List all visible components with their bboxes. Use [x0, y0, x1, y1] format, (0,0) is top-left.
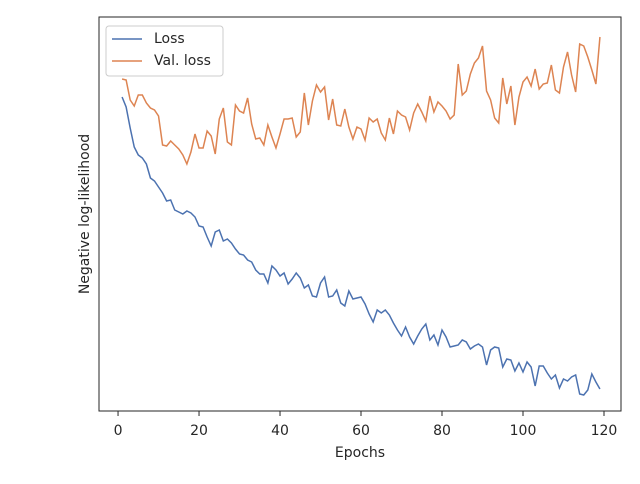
x-tick-label: 80 — [433, 423, 451, 439]
x-tick-label: 60 — [352, 423, 370, 439]
legend-label: Loss — [154, 31, 185, 47]
series-line — [121, 36, 601, 167]
x-tick-label: 100 — [510, 423, 537, 439]
legend-label: Val. loss — [154, 53, 211, 69]
plot-frame — [98, 16, 622, 412]
series-line — [121, 96, 601, 396]
x-tick-label: 0 — [114, 423, 123, 439]
x-tick-label: 40 — [271, 423, 289, 439]
x-tick-label: 20 — [190, 423, 208, 439]
x-axis-label: Epochs — [335, 445, 385, 461]
y-axis-label: Negative log-likelihood — [77, 134, 93, 294]
x-tick-label: 120 — [591, 423, 618, 439]
